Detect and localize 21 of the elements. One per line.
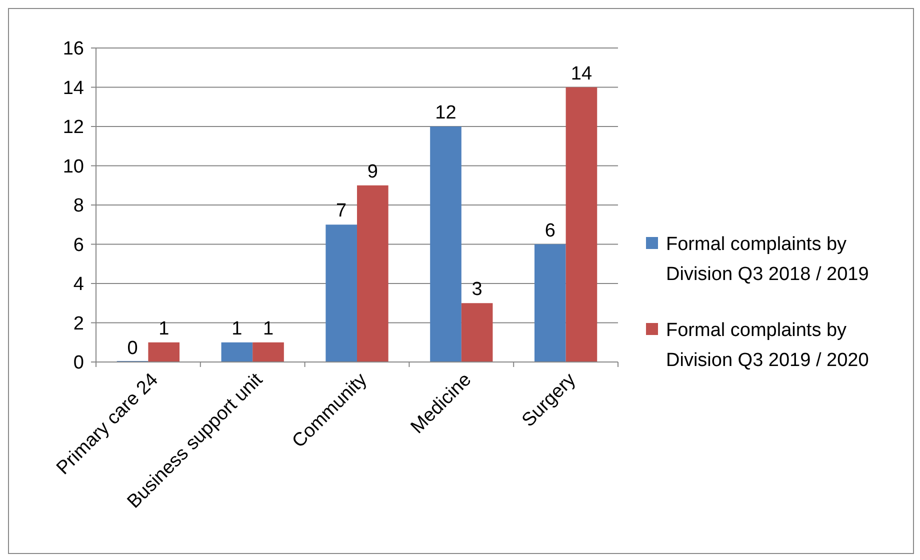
- y-tick-label: 16: [62, 38, 84, 60]
- data-label: 0: [127, 338, 138, 359]
- y-tick-label: 14: [62, 78, 84, 99]
- data-label: 12: [435, 102, 456, 124]
- y-tick-label: 6: [73, 234, 84, 256]
- data-label: 6: [544, 220, 556, 242]
- y-tick-label: 4: [73, 274, 84, 296]
- data-label: 14: [570, 63, 592, 84]
- y-tick-label: 2: [73, 313, 84, 334]
- data-label: 9: [367, 161, 378, 182]
- y-tick-label: 12: [62, 117, 84, 138]
- y-tick-label: 0: [73, 352, 84, 374]
- y-tick-label: 10: [62, 156, 84, 178]
- legend-label: Formal complaints by Division Q3 2018 / 2019: [666, 234, 869, 285]
- y-tick-label: 8: [73, 196, 84, 217]
- legend-label: Formal complaints by Division Q3 2019 / 2020: [666, 320, 869, 371]
- data-label: 1: [232, 318, 242, 340]
- data-label: 3: [472, 279, 482, 300]
- data-label: 1: [158, 318, 170, 340]
- data-label: 1: [262, 318, 274, 340]
- data-label: 7: [336, 200, 347, 222]
